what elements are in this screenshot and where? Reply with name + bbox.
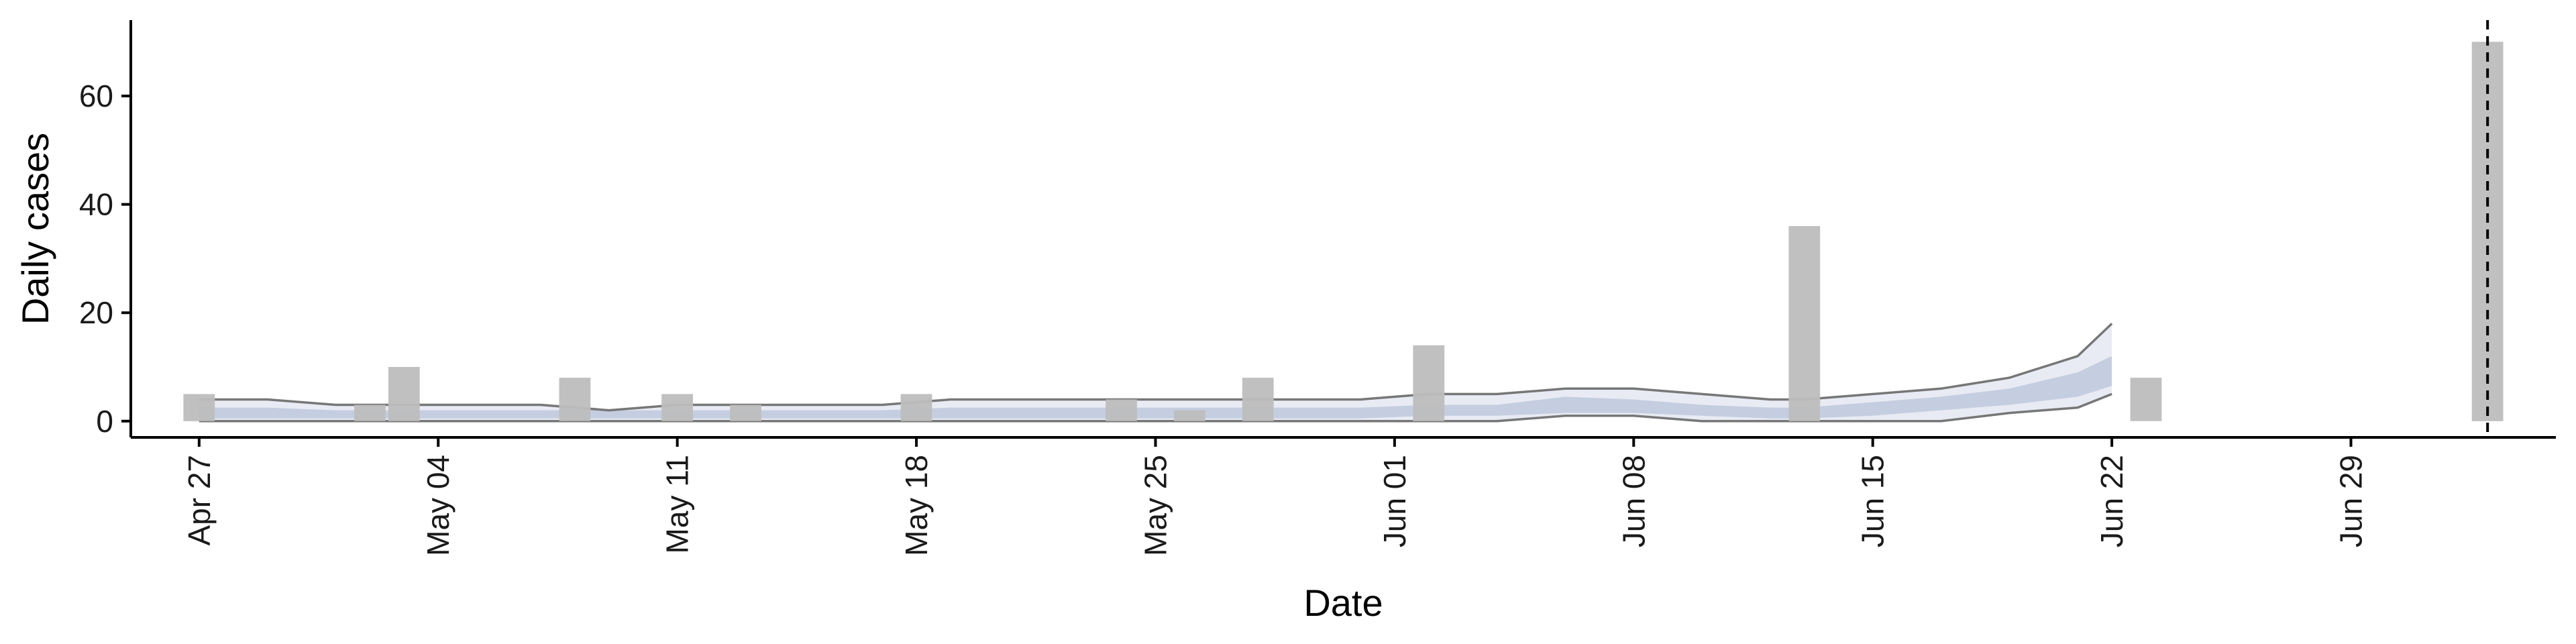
bar (900, 394, 932, 421)
daily-case-bars (183, 42, 2504, 421)
y-tick-label: 60 (79, 78, 113, 113)
bar (354, 405, 386, 421)
x-tick-label: Jun 22 (2094, 455, 2129, 547)
bar (388, 367, 420, 421)
bar (183, 394, 215, 421)
x-tick-label: May 04 (421, 455, 455, 556)
x-tick-label: Apr 27 (182, 455, 217, 546)
y-tick-label: 20 (79, 295, 113, 330)
inner-band (199, 356, 2112, 419)
bar (1788, 226, 1821, 421)
bar (1106, 399, 1137, 421)
bar (661, 394, 693, 421)
x-tick-label: May 18 (899, 455, 934, 556)
x-tick-label: Jun 01 (1377, 455, 1412, 547)
x-tick-label: May 25 (1138, 455, 1173, 556)
bar (1242, 378, 1274, 421)
credible-interval-bands (199, 323, 2113, 423)
bar (559, 378, 591, 421)
bar (1413, 345, 1445, 421)
outer-band-upper-edge (199, 323, 2113, 412)
x-tick-label: Jun 08 (1616, 455, 1651, 547)
bar (1174, 410, 1205, 421)
bar (2130, 378, 2162, 421)
y-tick-label: 0 (96, 404, 113, 439)
outer-band (199, 323, 2112, 421)
bar (730, 405, 761, 421)
y-tick-label: 40 (79, 187, 113, 222)
x-tick-label: May 11 (660, 455, 695, 553)
x-tick-label: Jun 15 (1856, 455, 1890, 547)
axes: 0 20 40 60 Apr 27 May 04 May 11 May 18 May 25 Jun… (79, 20, 2556, 556)
y-axis-title: Daily cases (14, 133, 56, 325)
x-tick-label: Jun 29 (2334, 455, 2369, 547)
x-axis-title: Date (1303, 582, 1383, 624)
